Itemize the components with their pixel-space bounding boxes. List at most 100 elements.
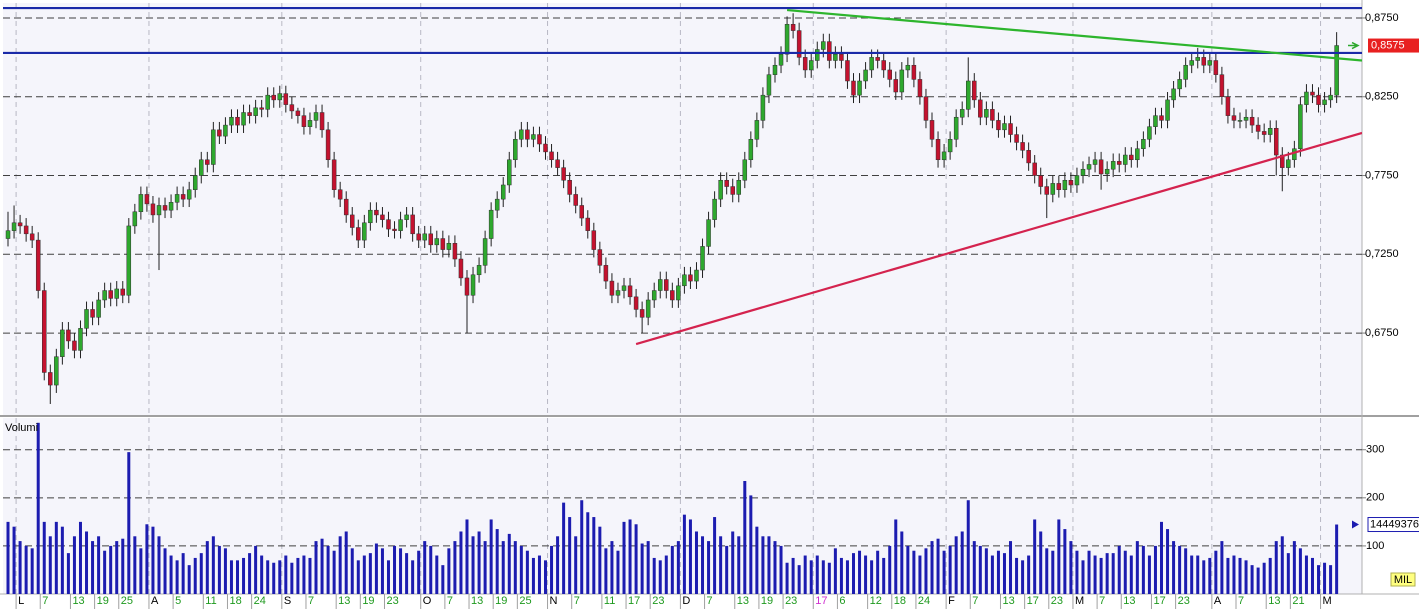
volume-bar [1015,557,1019,594]
x-tick-label: 18 [229,595,241,607]
volume-bar [1268,557,1272,594]
candle-body [458,258,464,279]
x-tick-label: 11 [604,595,615,607]
candle-body [180,194,186,200]
candle-body [54,356,59,386]
candle-body [808,60,814,71]
volume-bar [1172,541,1176,594]
volume-bar [1045,548,1049,594]
candle-body [959,109,965,118]
candle-body [718,179,723,200]
volume-bar [1166,529,1170,594]
volume-bar [501,541,505,594]
volume-bar [459,531,463,594]
trend-line [635,131,1362,346]
candle-body [1207,60,1213,66]
volume-bar [1111,553,1115,594]
volume-bar [664,555,668,594]
candle-body [120,288,126,296]
candle-body [525,129,530,140]
candle-body [947,139,953,153]
candle-body [1153,115,1158,127]
x-tick-label: 25 [519,595,531,607]
volume-bar [513,541,517,594]
candle-body [953,116,959,140]
volume-bar [290,562,294,594]
candle-body [996,120,1001,131]
x-tick-label: D [682,595,690,607]
x-tick-label: 17 [1027,595,1039,607]
volume-bar [1093,555,1097,594]
candle-body [1237,120,1243,122]
candle-body [760,94,766,121]
volume-bar [978,545,982,594]
y-tick-label: 0,7250 [1365,248,1399,260]
x-tick-label: 17 [815,595,827,607]
candle-body [573,194,578,206]
volume-bar [537,555,541,594]
grid [3,3,1366,609]
candle-body [815,49,820,61]
volume-bar [1238,557,1242,594]
x-tick-label: 13 [1002,595,1014,607]
candle-body [597,249,603,266]
candle-body [229,116,234,126]
candle-body [301,115,307,127]
candle-body [712,198,717,220]
volume-bar [719,536,723,594]
volume-bar [36,422,40,594]
volume-bar [574,536,578,594]
volume-bar [688,519,692,594]
volume-bar [254,545,258,594]
candle-body [186,189,192,200]
x-tick-label: 7 [574,595,580,607]
x-tick-label: 13 [471,595,483,607]
candle-body [494,198,500,211]
volume-bar [1232,555,1236,594]
last-price-arrow [1348,41,1360,50]
volume-bar [870,560,874,594]
volume-bar [217,545,221,594]
volume-bar [779,545,783,594]
candle-body [645,299,651,318]
candle-body [289,104,295,112]
x-tick-label: 7 [308,595,314,607]
candle-body [1316,94,1321,105]
candle-body [549,151,554,161]
candle-body [307,120,313,127]
candle-body [283,93,289,105]
volume-bar [658,560,662,594]
volume-bar [882,557,886,594]
candle-body [609,280,615,296]
volume-bar [278,560,282,594]
candle-body [1074,175,1080,186]
candle-body [869,57,874,71]
volume-bar [163,548,167,594]
candle-body [1298,104,1303,149]
volume-bar [984,548,988,594]
volume-bar [399,548,403,594]
volume-bar [785,562,789,594]
candle-body [845,60,850,82]
x-tick-label: 7 [42,595,48,607]
candle-body [537,134,542,145]
candle-body [621,285,627,291]
y-tick-label: 0,8250 [1365,91,1399,103]
volume-bar [1262,562,1266,594]
candle-body [319,112,325,131]
candle-body [531,134,536,140]
candle-body [851,80,856,96]
volume-bar [187,565,191,594]
volume-bar [731,531,735,594]
candle-body [1038,175,1043,187]
volume-bar [797,565,801,594]
candle-body [929,120,935,140]
x-tick-label: 19 [495,595,507,607]
volume-bar [876,550,880,594]
volume-bar [713,517,717,594]
x-tick-label: 18 [894,595,906,607]
candle-body [676,285,681,301]
volume-bar [761,536,765,594]
volume-bar [314,541,318,594]
volume-bar [266,560,270,594]
